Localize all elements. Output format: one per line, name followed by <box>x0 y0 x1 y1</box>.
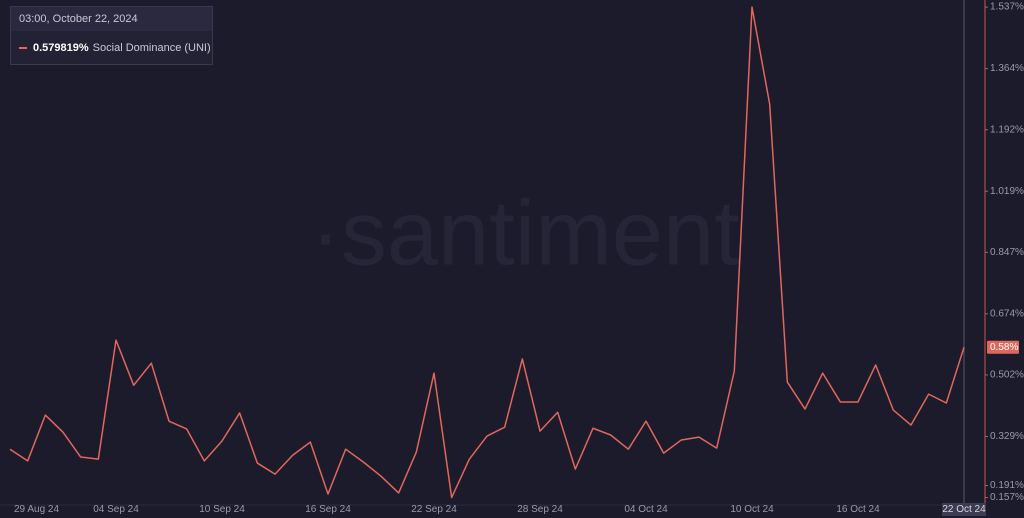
x-tick-label: 16 Sep 24 <box>305 504 351 515</box>
crosshair-label-bg <box>942 503 986 516</box>
x-tick-label: 22 Sep 24 <box>411 504 457 515</box>
tooltip-value: 0.579819% <box>33 42 89 54</box>
watermark: ·santiment <box>310 182 740 284</box>
y-tick-label: 0.157% <box>990 492 1024 503</box>
x-tick-label: 04 Oct 24 <box>624 504 668 515</box>
series-line <box>9 6 965 499</box>
y-tick-label: 0.329% <box>990 431 1024 442</box>
current-badge <box>987 340 1019 354</box>
tooltip-header <box>11 7 212 31</box>
y-tick-label: 0.847% <box>990 247 1024 258</box>
y-tick-label: 1.019% <box>990 186 1024 197</box>
x-tick-label: 29 Aug 24 <box>14 504 59 515</box>
y-tick-label: 1.364% <box>990 63 1024 74</box>
tooltip-date: 03:00, October 22, 2024 <box>19 13 138 25</box>
tooltip: 03:00, October 22, 2024 0.579819% Social … <box>10 6 213 65</box>
x-tick-label: 10 Sep 24 <box>199 504 245 515</box>
x-tick-label: 22 Oct 24 <box>942 504 986 515</box>
x-tick-label: 04 Sep 24 <box>93 504 139 515</box>
current-label: 0.58% <box>990 342 1018 353</box>
x-tick-label: 28 Sep 24 <box>517 504 563 515</box>
x-tick-label: 16 Oct 24 <box>836 504 880 515</box>
x-tick-label: 10 Oct 24 <box>730 504 774 515</box>
tooltip-series: Social Dominance (UNI) <box>93 42 211 54</box>
y-tick-label: 1.537% <box>990 2 1024 13</box>
y-tick-label: 0.502% <box>990 370 1024 381</box>
y-tick-label: 0.191% <box>990 480 1024 491</box>
y-tick-label: 0.674% <box>990 308 1024 319</box>
y-tick-label: 1.192% <box>990 124 1024 135</box>
tooltip-row: 0.579819% Social Dominance (UNI) <box>33 42 211 54</box>
plot: 1.537% 1.364% 1.192% 1.019% 0.847% 0.674% 0.50… <box>9 0 1024 516</box>
